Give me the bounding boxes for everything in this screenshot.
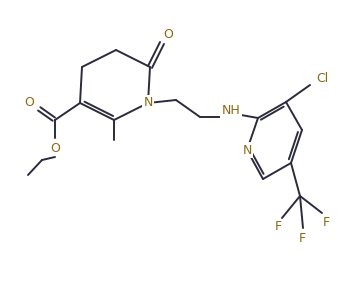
Text: Cl: Cl bbox=[316, 71, 328, 84]
Text: F: F bbox=[298, 231, 306, 244]
Text: NH: NH bbox=[222, 103, 240, 117]
Text: F: F bbox=[274, 221, 282, 234]
Text: O: O bbox=[24, 96, 34, 110]
Text: O: O bbox=[163, 28, 173, 42]
Text: N: N bbox=[242, 144, 252, 156]
Text: F: F bbox=[322, 215, 329, 229]
Text: O: O bbox=[50, 142, 60, 154]
Text: N: N bbox=[143, 96, 153, 110]
